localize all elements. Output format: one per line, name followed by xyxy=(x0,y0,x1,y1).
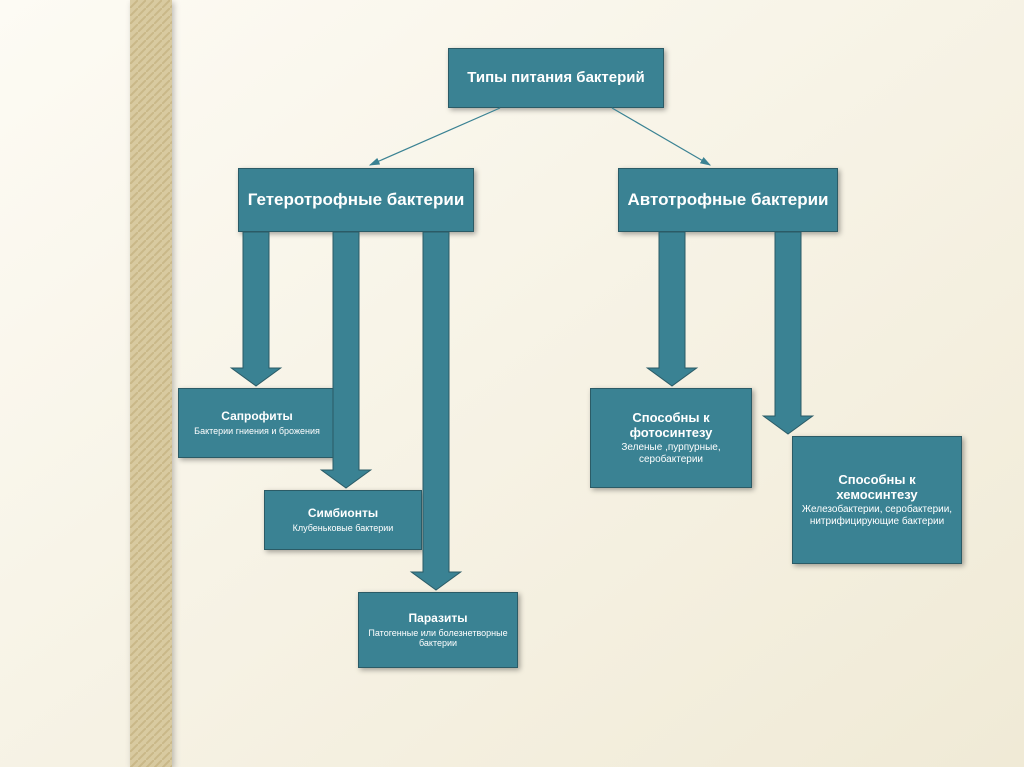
node-autotrophic: Автотрофные бактерии xyxy=(618,168,838,232)
node-photosynthesis-title: Способны к фотосинтезу xyxy=(597,411,745,441)
node-chemosynthesis: Способны к хемосинтезу Железобактерии, с… xyxy=(792,436,962,564)
node-heterotrophic: Гетеротрофные бактерии xyxy=(238,168,474,232)
node-chemosynthesis-title: Способны к хемосинтезу xyxy=(799,473,955,503)
node-symbionts-sub: Клубеньковые бактерии xyxy=(293,523,394,533)
node-root-title: Типы питания бактерий xyxy=(467,69,644,86)
node-saprophytes: Сапрофиты Бактерии гниения и брожения xyxy=(178,388,336,458)
node-photosynthesis: Способны к фотосинтезу Зеленые ,пурпурны… xyxy=(590,388,752,488)
node-saprophytes-title: Сапрофиты xyxy=(221,410,292,424)
node-parasites: Паразиты Патогенные или болезнетворные б… xyxy=(358,592,518,668)
node-symbionts-title: Симбионты xyxy=(308,507,378,521)
node-parasites-sub: Патогенные или болезнетворные бактерии xyxy=(365,628,511,649)
node-saprophytes-sub: Бактерии гниения и брожения xyxy=(194,426,320,436)
node-heterotrophic-title: Гетеротрофные бактерии xyxy=(248,190,465,210)
node-autotrophic-title: Автотрофные бактерии xyxy=(627,190,828,210)
node-root: Типы питания бактерий xyxy=(448,48,664,108)
slide: Типы питания бактерий Гетеротрофные бакт… xyxy=(0,0,1024,767)
node-symbionts: Симбионты Клубеньковые бактерии xyxy=(264,490,422,550)
node-chemosynthesis-sub: Железобактерии, серобактерии, нитрифицир… xyxy=(799,504,955,527)
node-parasites-title: Паразиты xyxy=(409,612,468,626)
node-photosynthesis-sub: Зеленые ,пурпурные, серобактерии xyxy=(597,442,745,465)
decorative-sidebar-bar xyxy=(130,0,172,767)
